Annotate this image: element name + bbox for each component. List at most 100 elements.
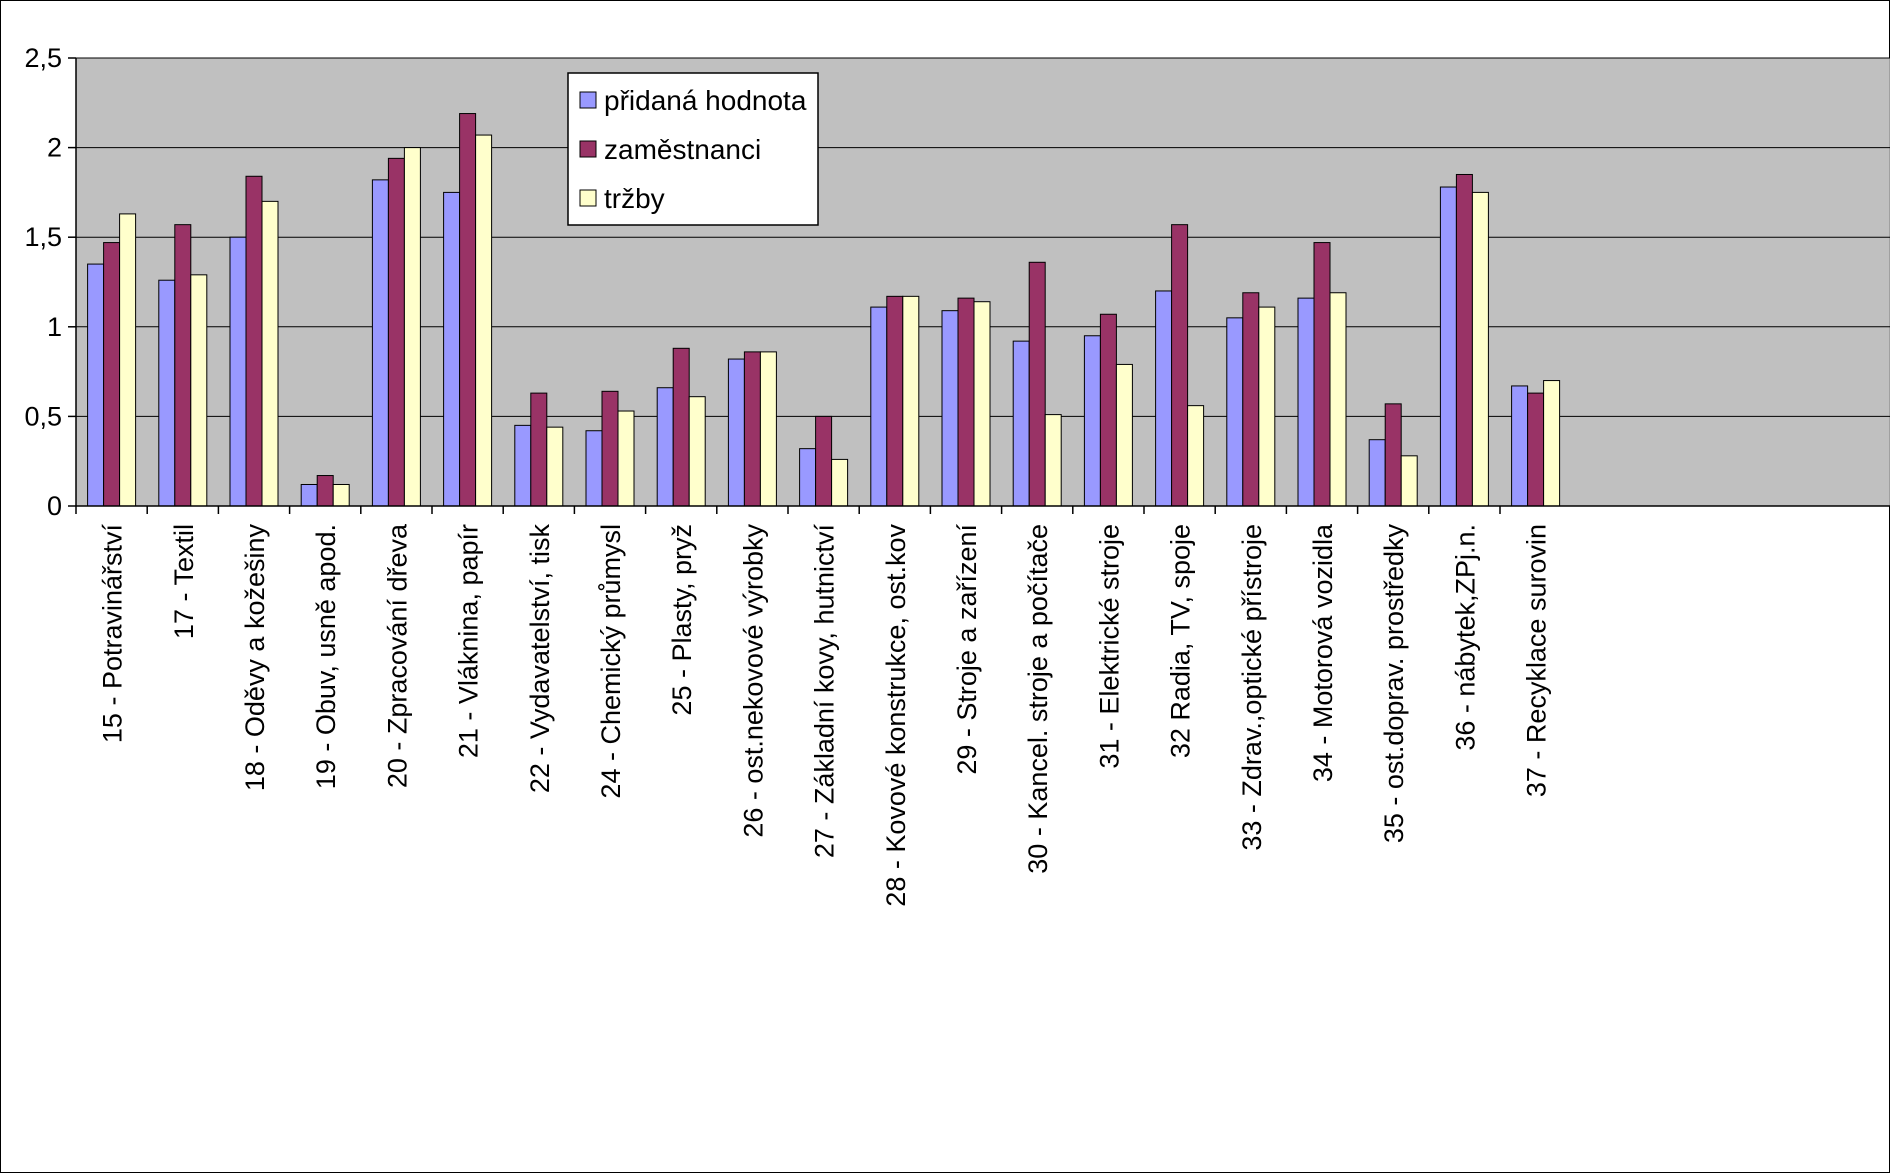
bar [656,387,674,507]
legend-label: tržby [604,183,665,214]
y-tick-label: 0,5 [24,401,62,431]
bar [514,424,532,507]
bar [672,347,690,507]
x-tick-label: 21 - Vláknina, papír [454,524,484,758]
bar [1384,403,1402,507]
bar [973,301,991,507]
y-tick-label: 2,5 [24,43,62,73]
legend-box [567,72,819,226]
bar [1400,455,1418,507]
bar [245,175,263,507]
x-tick-label: 22 - Vydavatelství, tisk [525,524,555,794]
x-tick-label: 28 - Kovové konstrukce, ost.kov [881,524,911,907]
x-tick-label: 18 - Oděvy a kožešiny [240,524,270,792]
bar [403,147,421,507]
legend-label: přidaná hodnota [604,85,807,116]
x-tick-label: 32 Radia, TV, spoje [1166,524,1196,758]
bar [743,351,761,507]
bar [1313,242,1331,507]
bar [759,351,777,507]
x-tick-label: 35 - ost.doprav. prostředky [1379,524,1409,844]
bar [815,415,833,507]
bar [1028,261,1046,507]
bar [688,396,706,507]
x-tick-label: 36 - nábytek,ZPj.n. [1450,524,1480,751]
bar [1187,405,1205,507]
bar [727,358,745,507]
bar [1258,306,1276,507]
x-tick-label: 19 - Obuv, usně apod. [311,524,341,789]
x-tick-label: 31 - Elektrické stroje [1094,524,1124,769]
y-tick-labels: 0 0,5 1 1,5 2 2,5 [24,43,62,521]
y-tick-label: 2 [47,133,62,163]
bar [332,483,350,507]
y-tick-label: 1 [47,312,62,342]
bar [316,475,334,507]
bar [190,274,208,507]
legend-swatch [579,91,597,109]
legend-swatch [579,189,597,207]
x-tick-label: 34 - Motorová vozidla [1308,523,1338,782]
bar [1115,363,1133,507]
bar [1044,414,1062,507]
x-tick-label: 26 - ost.nekovové výrobky [738,524,768,838]
bar [387,157,405,507]
x-tick-label: 27 - Základní kovy, hutnictví [810,524,840,859]
bar [1511,385,1529,507]
bar [1471,191,1489,507]
bar [300,483,318,507]
y-tick-label: 1,5 [24,222,62,252]
bar [530,392,548,507]
bar [443,191,461,507]
bar [229,236,247,507]
bar [870,306,888,507]
x-tick-label: 20 - Zpracování dřeva [382,523,412,788]
x-tick-labels: 15 - Potravinářství 17 - Textil 18 - Oděvy… [98,523,1552,907]
bar [831,458,849,507]
bar [158,279,176,507]
x-tick-label: 30 - Kancel. stroje a počítače [1023,524,1053,874]
x-tick-label: 17 - Textil [169,524,199,639]
bar [1297,297,1315,507]
bar [1329,292,1347,507]
bar [371,179,389,507]
bar [1439,186,1457,507]
legend-swatch [579,140,597,158]
bar [546,426,564,507]
bar [475,134,493,507]
bar [941,310,959,507]
bar [1083,335,1101,507]
bar [1012,340,1030,507]
bar [1226,317,1244,507]
bar [799,448,817,507]
bar [1543,380,1561,507]
bar [1242,292,1260,507]
bar [585,430,603,507]
bar [1099,313,1117,507]
bar [1155,290,1173,507]
bar [957,297,975,507]
bars [87,113,1561,507]
bar [119,213,137,507]
x-tick-label: 29 - Stroje a zařízení [952,524,982,775]
x-tick-label: 37 - Recyklace surovin [1522,524,1552,797]
x-tick-label: 33 - Zdrav.,optické přístroje [1237,524,1267,851]
bar [1455,173,1473,507]
y-tick-label: 0 [47,491,62,521]
bar [617,410,635,507]
bar [103,242,121,507]
legend: přidaná hodnota zaměstnanci tržby [567,72,819,226]
bar [902,295,920,507]
bar [886,295,904,507]
bar [261,200,279,507]
legend-label: zaměstnanci [604,134,761,165]
bar [174,224,192,507]
x-tick-label: 25 - Plasty, pryž [667,524,697,716]
bar [1171,224,1189,507]
bar [87,263,105,507]
axes [68,57,1890,514]
bar [459,113,477,507]
x-tick-label: 15 - Potravinářství [98,524,128,744]
bar [1527,392,1545,507]
